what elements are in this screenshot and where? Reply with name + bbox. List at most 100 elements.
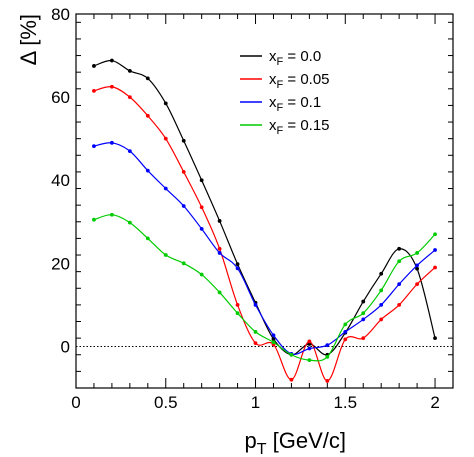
data-point bbox=[361, 311, 366, 316]
data-point bbox=[361, 317, 366, 322]
series-3 bbox=[92, 212, 437, 363]
data-point bbox=[127, 149, 132, 154]
series-line bbox=[93, 214, 436, 362]
data-point bbox=[361, 299, 366, 304]
data-point bbox=[379, 271, 384, 276]
data-point bbox=[127, 220, 132, 225]
legend-label: xF = 0.1 bbox=[269, 94, 321, 114]
x-tick-label: 1.5 bbox=[333, 393, 357, 412]
data-point bbox=[397, 282, 402, 287]
data-point bbox=[145, 236, 150, 241]
series-layer bbox=[92, 58, 437, 383]
data-point bbox=[110, 212, 114, 217]
data-point bbox=[92, 88, 96, 93]
x-axis-title-rest: [GeV/c] bbox=[267, 428, 346, 453]
data-point bbox=[235, 262, 240, 267]
series-line bbox=[93, 142, 436, 355]
data-point bbox=[307, 358, 312, 363]
data-point bbox=[181, 261, 186, 266]
data-point bbox=[145, 168, 150, 173]
data-point bbox=[379, 302, 384, 307]
data-point bbox=[325, 343, 330, 348]
data-point bbox=[415, 282, 419, 287]
series-2 bbox=[92, 140, 437, 356]
data-point bbox=[110, 140, 114, 145]
data-point bbox=[343, 337, 348, 342]
data-point bbox=[163, 186, 168, 191]
data-point bbox=[397, 302, 402, 307]
data-point bbox=[92, 217, 96, 222]
legend-label: xF = 0.15 bbox=[269, 117, 330, 137]
data-point bbox=[415, 263, 419, 268]
data-point bbox=[145, 76, 150, 81]
data-point bbox=[217, 290, 222, 295]
y-tick-label: 0 bbox=[61, 337, 70, 356]
y-tick-label: 60 bbox=[51, 88, 70, 107]
data-point bbox=[163, 253, 168, 257]
x-tick-label: 0 bbox=[71, 393, 80, 412]
data-point bbox=[181, 138, 186, 143]
series-1 bbox=[92, 84, 437, 383]
data-point bbox=[343, 322, 348, 327]
data-point bbox=[127, 69, 132, 73]
data-point bbox=[379, 288, 384, 293]
x-axis-title: pT [GeV/c] bbox=[244, 428, 346, 457]
data-point bbox=[199, 226, 204, 231]
data-point bbox=[199, 205, 204, 210]
data-point bbox=[181, 170, 186, 174]
y-tick-label: 20 bbox=[51, 254, 70, 273]
data-point bbox=[235, 266, 240, 271]
data-point bbox=[181, 204, 186, 208]
y-tick-label: 80 bbox=[51, 5, 70, 24]
data-point bbox=[325, 379, 330, 383]
data-point bbox=[433, 248, 437, 252]
data-point bbox=[271, 337, 276, 341]
data-point bbox=[145, 113, 150, 118]
data-point bbox=[289, 352, 294, 357]
data-point bbox=[271, 340, 276, 345]
y-axis-title: Δ [%] bbox=[16, 14, 41, 65]
data-point bbox=[379, 317, 384, 322]
data-point bbox=[199, 178, 204, 183]
data-point bbox=[110, 58, 114, 63]
x-axis-title-main: p bbox=[244, 428, 256, 453]
x-tick-label: 0.5 bbox=[154, 393, 178, 412]
data-point bbox=[325, 354, 330, 359]
data-point bbox=[415, 251, 419, 255]
data-point bbox=[110, 84, 114, 89]
data-point bbox=[253, 330, 258, 334]
data-point bbox=[217, 246, 222, 251]
data-point bbox=[307, 339, 312, 344]
data-point bbox=[415, 266, 419, 271]
data-point bbox=[127, 95, 132, 100]
data-point bbox=[397, 246, 402, 251]
data-point bbox=[433, 265, 437, 270]
x-tick-label: 1 bbox=[251, 393, 260, 412]
data-point bbox=[253, 302, 258, 307]
data-point bbox=[289, 377, 294, 382]
data-point bbox=[92, 64, 96, 68]
series-line bbox=[93, 85, 436, 382]
legend-label: xF = 0.0 bbox=[269, 48, 321, 68]
x-axis-title-sub: T bbox=[257, 441, 267, 457]
data-point bbox=[163, 101, 168, 106]
data-point bbox=[307, 346, 312, 351]
series-line bbox=[93, 59, 436, 356]
data-point bbox=[163, 136, 168, 141]
data-point bbox=[343, 330, 348, 334]
data-point bbox=[235, 302, 240, 307]
data-point bbox=[217, 219, 222, 223]
legend: xF = 0.0 xF = 0.05 xF = 0.1 xF = 0.15 bbox=[240, 48, 330, 137]
data-point bbox=[217, 251, 222, 255]
data-point bbox=[433, 232, 437, 237]
data-point bbox=[92, 144, 96, 149]
legend-label: xF = 0.05 bbox=[269, 71, 330, 91]
plot-frame bbox=[75, 13, 454, 389]
data-point bbox=[397, 259, 402, 264]
data-point bbox=[253, 341, 258, 346]
data-point bbox=[199, 272, 204, 277]
series-0 bbox=[92, 58, 437, 357]
